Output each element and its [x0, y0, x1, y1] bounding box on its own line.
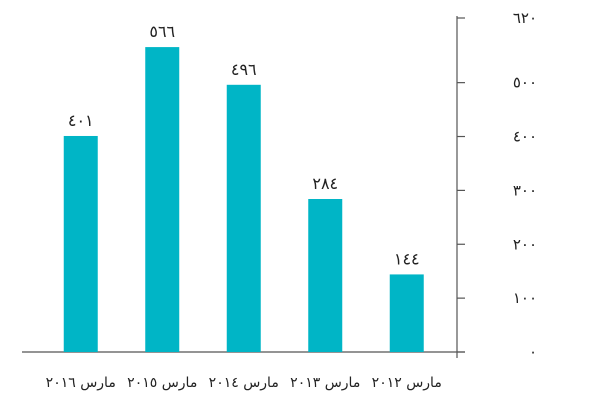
y-tick-label: ٥٠٠: [513, 74, 537, 92]
x-tick-label: مارس ٢٠١٣: [290, 375, 360, 391]
bar: [145, 47, 180, 352]
x-tick-label: مارس ٢٠١٦: [46, 375, 116, 391]
y-tick-label: ١٠٠: [513, 289, 537, 307]
y-tick-label: ٣٠٠: [513, 181, 537, 199]
y-tick-label: ٠: [529, 343, 537, 361]
x-tick-label: مارس ٢٠١٤: [209, 375, 279, 391]
bar-value-label: ٢٨٤: [312, 174, 338, 193]
y-tick-label: ٢٠٠: [513, 235, 537, 253]
y-tick-label: ٤٠٠: [513, 128, 537, 146]
y-tick-label: ٦٢٠: [513, 9, 537, 27]
chart-labels: ٤٠١ مارس ٢٠١٦ ٥٦٦ مارس ٢٠١٥ ٤٩٦ مارس ٢٠١٤ ٢٨٤ م…: [46, 22, 442, 391]
chart-axes: ٠ ١٠٠ ٢٠٠ ٣٠٠ ٤٠٠ ٥٠٠ ٦٢٠: [22, 9, 537, 361]
bar-value-label: ١٤٤: [394, 249, 420, 268]
bar: [226, 84, 261, 353]
bar: [63, 135, 98, 352]
bar-value-label: ٤٠١: [68, 111, 94, 130]
bar: [308, 199, 343, 352]
x-tick-label: مارس ٢٠١٥: [127, 375, 197, 391]
bar-value-label: ٤٩٦: [231, 60, 257, 79]
x-tick-label: مارس ٢٠١٢: [372, 375, 442, 391]
bar: [389, 274, 424, 352]
chart-bars: [63, 47, 424, 353]
bar-value-label: ٥٦٦: [149, 22, 175, 41]
